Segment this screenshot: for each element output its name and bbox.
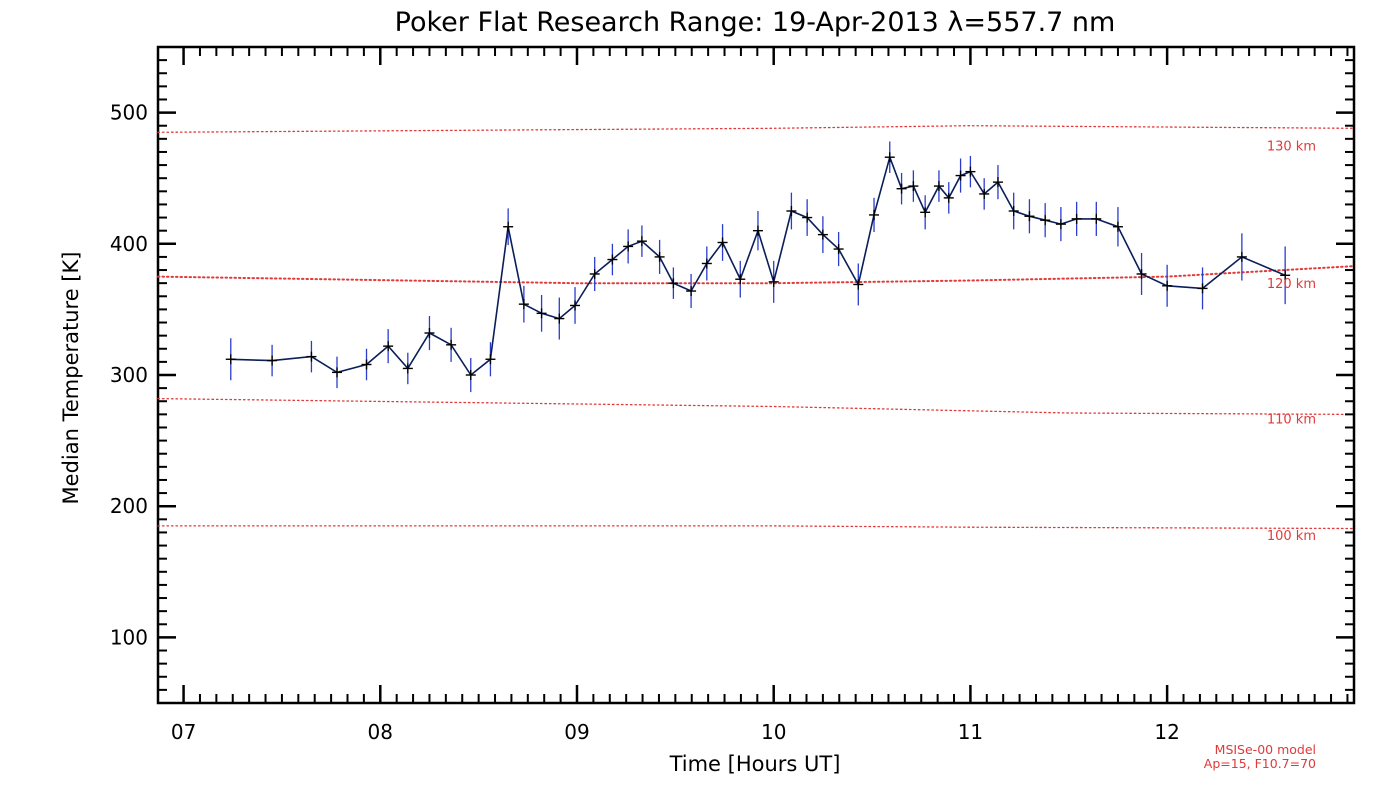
data-point — [933, 181, 944, 192]
data-point — [554, 313, 565, 324]
minor-ticks — [158, 46, 1354, 704]
data-point — [402, 363, 413, 374]
data-point — [536, 308, 547, 319]
data-points — [225, 152, 1291, 380]
data-point — [884, 152, 895, 163]
data-point — [965, 166, 976, 177]
series-line — [230, 154, 1286, 377]
data-point — [802, 212, 813, 223]
data-point — [833, 244, 844, 255]
data-point — [383, 341, 394, 352]
y-tick-label: 200 — [110, 494, 148, 518]
data-point — [332, 367, 343, 378]
model-annotation-line2: Ap=15, F10.7=70 — [1204, 756, 1316, 771]
y-tick-label: 400 — [110, 232, 148, 256]
data-point — [1197, 283, 1208, 294]
x-tick-label: 09 — [564, 720, 589, 744]
data-point — [992, 177, 1003, 188]
x-tick-label: 10 — [761, 720, 786, 744]
reference-label: 110 km — [1267, 412, 1316, 427]
data-point — [485, 354, 496, 365]
x-tick-label: 11 — [958, 720, 983, 744]
data-point — [920, 207, 931, 218]
data-point — [817, 229, 828, 240]
reference-line — [157, 125, 1355, 133]
y-tick-label: 500 — [110, 101, 148, 125]
data-point — [752, 225, 763, 236]
data-point — [908, 181, 919, 192]
data-point — [943, 192, 954, 203]
chart-title: Poker Flat Research Range: 19-Apr-2013 λ… — [395, 7, 1116, 38]
data-point — [1040, 215, 1051, 226]
data-point — [424, 328, 435, 339]
data-point — [1280, 270, 1291, 281]
data-point — [1008, 206, 1019, 216]
x-axis-label: Time [Hours UT] — [669, 752, 841, 776]
data-point — [768, 276, 779, 287]
data-point — [1055, 219, 1066, 230]
reference-line — [157, 525, 1355, 530]
data-point — [1091, 213, 1102, 224]
x-tick-label: 12 — [1154, 720, 1179, 744]
data-point — [896, 183, 907, 194]
data-point — [717, 237, 728, 248]
reference-line-labels: 130 km 120 km 110 km 100 km — [1267, 139, 1316, 544]
y-tick-label: 300 — [110, 363, 148, 387]
model-annotation-line1: MSISe-00 model — [1215, 742, 1316, 757]
data-point — [570, 300, 581, 311]
data-point — [686, 286, 697, 297]
data-point — [306, 351, 317, 362]
data-point — [1136, 268, 1147, 279]
data-point — [1024, 211, 1035, 222]
data-point — [589, 268, 600, 279]
reference-label: 120 km — [1267, 277, 1316, 292]
data-point — [518, 299, 529, 310]
data-point — [869, 209, 880, 220]
data-point — [701, 258, 712, 269]
data-point — [607, 254, 618, 265]
data-point — [1071, 213, 1082, 224]
reference-label: 130 km — [1267, 139, 1316, 154]
data-point — [225, 354, 236, 365]
data-point — [786, 206, 797, 216]
data-point — [668, 278, 679, 289]
data-point — [1112, 221, 1123, 232]
data-point — [361, 359, 372, 370]
data-point — [955, 170, 966, 181]
data-point — [623, 241, 634, 252]
temperature-series — [230, 154, 1286, 377]
data-point — [1236, 251, 1247, 262]
error-bars — [230, 141, 1286, 393]
data-point — [267, 355, 278, 366]
data-point — [979, 188, 990, 199]
x-tick-label: 07 — [171, 720, 196, 744]
data-point — [465, 370, 476, 380]
reference-line — [157, 265, 1355, 285]
y-axis-label: Median Temperature [K] — [59, 252, 83, 505]
major-ticks — [158, 47, 1354, 703]
y-tick-label: 100 — [110, 625, 148, 649]
reference-line — [157, 397, 1355, 416]
data-point — [1162, 280, 1173, 291]
model-reference-lines — [157, 125, 1355, 530]
reference-label: 100 km — [1267, 529, 1316, 544]
data-point — [503, 221, 514, 232]
data-point — [853, 279, 864, 290]
data-point — [446, 339, 457, 350]
data-point — [636, 236, 647, 247]
x-tick-label: 08 — [368, 720, 393, 744]
data-point — [735, 274, 746, 285]
x-tick-labels: 07 08 09 10 11 12 — [171, 720, 1180, 744]
y-tick-labels: 100 200 300 400 500 — [110, 101, 148, 650]
data-point — [654, 251, 665, 262]
